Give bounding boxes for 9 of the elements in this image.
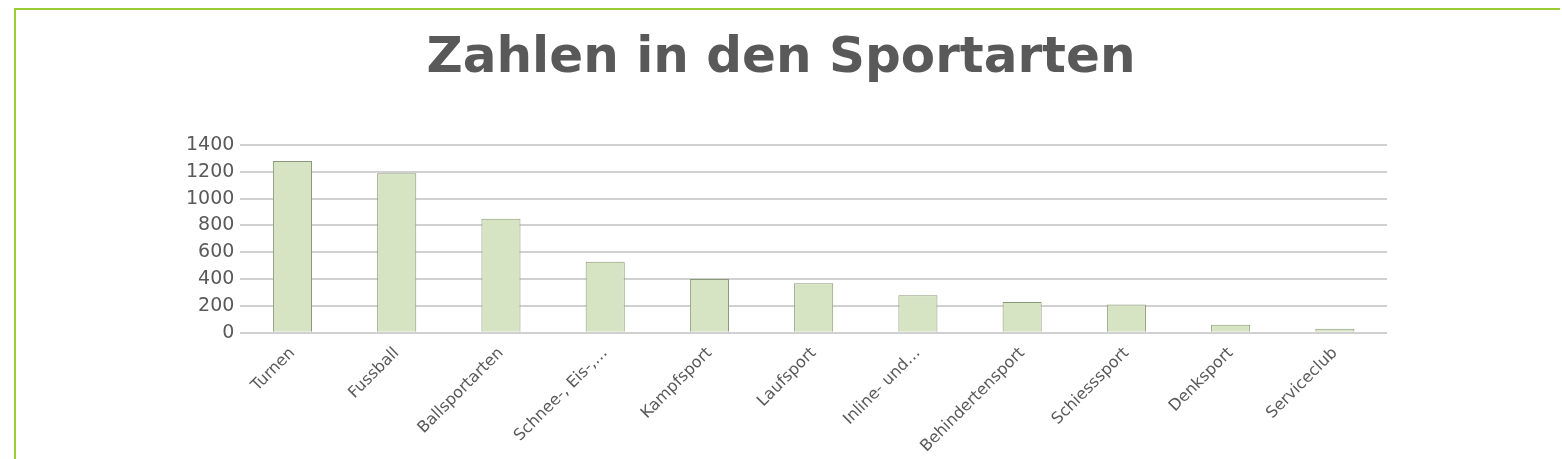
- chart-title: Zahlen in den Sportarten: [425, 26, 1137, 84]
- y-tick-label: 1400: [185, 131, 235, 154]
- y-tick-label: 400: [198, 266, 235, 289]
- y-tick-label: 0: [222, 319, 235, 342]
- y-tick-label: 800: [198, 212, 235, 235]
- y-tick-label: 200: [198, 292, 235, 315]
- y-tick-label: 1200: [185, 158, 235, 181]
- y-tick-label: 600: [198, 239, 235, 262]
- y-tick-label: 1000: [185, 185, 235, 208]
